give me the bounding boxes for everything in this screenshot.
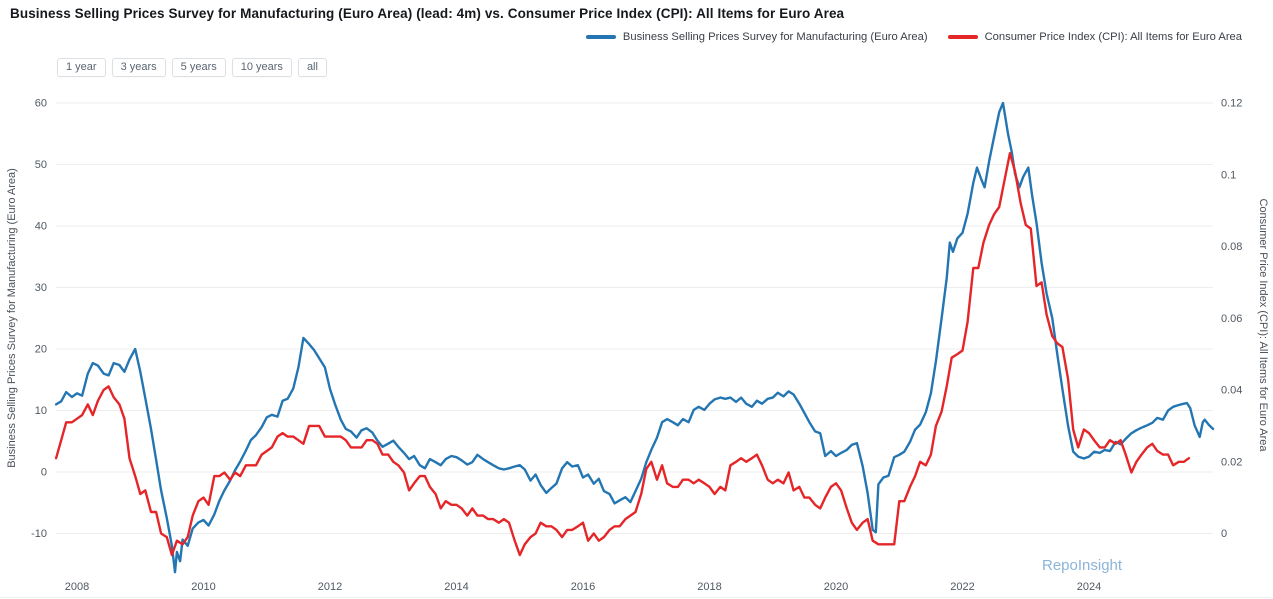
left-axis-tick-label: 0 (41, 467, 47, 479)
right-axis-tick-label: 0.06 (1221, 313, 1242, 325)
right-axis-tick-label: 0.1 (1221, 169, 1236, 181)
x-axis-tick-label: 2014 (444, 581, 468, 593)
axis-labels-layer: 6050403020100-100.120.10.080.060.040.020… (31, 98, 1242, 594)
right-axis-tick-label: 0.04 (1221, 385, 1242, 397)
left-axis-tick-label: 20 (35, 344, 47, 356)
x-axis-tick-label: 2016 (571, 581, 595, 593)
legend-swatch-blue (585, 35, 616, 39)
left-axis-tick-label: 60 (35, 98, 47, 110)
x-axis-tick-label: 2008 (65, 581, 89, 593)
right-axis-tick-label: 0 (1221, 528, 1227, 540)
x-axis-tick-label: 2020 (824, 581, 848, 593)
chart-legend: Business Selling Prices Survey for Manuf… (585, 31, 1242, 43)
series-line-cpi (54, 152, 1191, 557)
legend-swatch-red (947, 35, 978, 39)
x-axis-tick-label: 2022 (950, 581, 974, 593)
left-axis-tick-label: 10 (35, 405, 47, 417)
right-axis-tick-label: 0.12 (1221, 98, 1242, 110)
range-button-10-years[interactable]: 10 years (231, 58, 292, 77)
x-axis-tick-label: 2018 (697, 581, 721, 593)
range-button-all[interactable]: all (297, 58, 327, 77)
series-layer (54, 101, 1215, 574)
legend-label: Consumer Price Index (CPI): All Items fo… (984, 31, 1242, 43)
left-axis-tick-label: 50 (35, 159, 47, 171)
x-axis-tick-label: 2010 (191, 581, 215, 593)
right-axis-tick-label: 0.08 (1221, 241, 1242, 253)
time-range-buttons: 1 year 3 years 5 years 10 years all (57, 58, 327, 77)
series-line-business-survey (54, 101, 1215, 574)
left-axis-tick-label: 40 (35, 221, 47, 233)
x-axis-tick-label: 2024 (1077, 581, 1101, 593)
legend-item-cpi[interactable]: Consumer Price Index (CPI): All Items fo… (947, 31, 1242, 43)
x-axis-tick-label: 2012 (318, 581, 342, 593)
watermark: RepoInsight (1042, 557, 1123, 574)
right-axis-tick-label: 0.02 (1221, 456, 1242, 468)
left-axis-tick-label: -10 (31, 528, 47, 540)
right-axis-title: Consumer Price Index (CPI): All Items fo… (1257, 198, 1269, 452)
range-button-1-year[interactable]: 1 year (57, 58, 106, 77)
legend-label: Business Selling Prices Survey for Manuf… (622, 31, 928, 43)
left-axis-tick-label: 30 (35, 282, 47, 294)
page-title: Business Selling Prices Survey for Manuf… (10, 6, 845, 21)
gridlines-layer (0, 102, 1273, 598)
legend-item-business-survey[interactable]: Business Selling Prices Survey for Manuf… (585, 31, 928, 43)
left-axis-title: Business Selling Prices Survey for Manuf… (6, 168, 18, 468)
range-button-5-years[interactable]: 5 years (171, 58, 226, 77)
range-button-3-years[interactable]: 3 years (111, 58, 166, 77)
